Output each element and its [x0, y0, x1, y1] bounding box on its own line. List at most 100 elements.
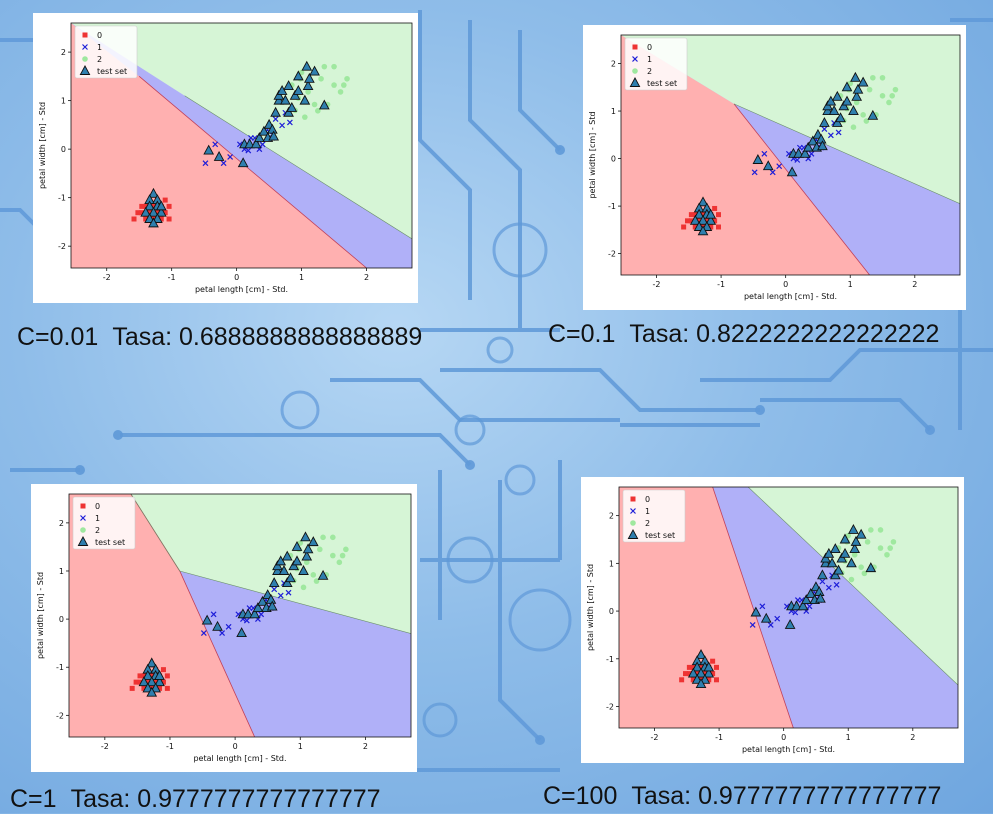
point-class-0: [137, 679, 143, 685]
point-test: [841, 81, 853, 92]
point-test: [288, 560, 300, 571]
point-test: [703, 661, 715, 672]
legend-marker-2: [630, 520, 636, 526]
region-class-0: [619, 487, 794, 728]
x-axis-label: petal length [cm] - Std.: [742, 745, 835, 754]
legend-marker-1: [82, 44, 88, 50]
point-test: [146, 676, 158, 687]
x-tick-label: -1: [717, 280, 725, 289]
legend-box: [622, 489, 686, 543]
point-test: [249, 608, 261, 619]
point-test: [835, 112, 846, 123]
legend-label: 0: [95, 502, 100, 511]
point-class-0: [688, 212, 694, 218]
chart-panel-c01: -2 -1 0 1 2 -2 -1 0 1 2 petal length [cm] - Std. pe…: [583, 25, 966, 310]
y-tick-label: -1: [606, 655, 614, 664]
y-tick-label: 1: [611, 107, 616, 116]
legend-marker-0: [82, 32, 88, 38]
point-class-0: [166, 203, 172, 209]
legend-label: test set: [645, 531, 675, 540]
x-axis-label: petal length [cm] - Std.: [195, 285, 288, 294]
legend: 0 1 2 test set: [624, 37, 688, 91]
point-class-0: [698, 664, 704, 670]
legend: 0 1 2 test set: [72, 496, 136, 550]
point-test: [268, 577, 280, 587]
caption-rate: Tasa: 0.9777777777777777: [631, 782, 942, 810]
point-class-2: [890, 539, 897, 545]
boundary-1-2: [733, 103, 960, 204]
point-test: [703, 667, 715, 678]
point-test: [276, 84, 288, 95]
y-tick-label: 1: [609, 559, 614, 568]
point-test: [695, 678, 707, 689]
point-class-0: [135, 210, 141, 216]
point-class-2: [866, 86, 873, 93]
decision-region-plot-c1: -2 -1 0 1 2 -2 -1 0 1 2 petal length [cm] - Std. pe…: [36, 493, 412, 763]
legend-label: 2: [95, 526, 100, 535]
point-class-0: [712, 205, 718, 211]
point-test: [266, 600, 278, 611]
point-test: [697, 225, 709, 236]
point-class-0: [688, 218, 694, 224]
x-tick-label: -1: [715, 733, 723, 742]
point-test: [144, 200, 155, 211]
point-test: [299, 94, 311, 105]
point-class-0: [160, 667, 166, 673]
point-test: [146, 686, 158, 697]
point-test: [155, 200, 167, 211]
point-test: [839, 533, 851, 544]
point-test: [318, 99, 330, 110]
point-class-0: [157, 685, 163, 691]
x-axis-label: petal length [cm] - Std.: [744, 292, 837, 301]
boundary-0-1: [733, 103, 870, 275]
point-class-1: [819, 578, 826, 585]
point-test: [805, 587, 817, 598]
point-test: [275, 555, 287, 566]
y-tick-label: -1: [608, 202, 616, 211]
point-test: [307, 536, 319, 547]
boundary-1-2: [130, 494, 411, 634]
legend-marker-2: [82, 56, 88, 62]
point-class-2: [303, 559, 310, 566]
point-class-2: [877, 545, 884, 551]
point-class-1: [827, 132, 834, 139]
point-test: [272, 565, 283, 575]
legend-marker-2: [80, 527, 86, 533]
point-class-2: [330, 534, 336, 541]
point-class-0: [686, 664, 692, 670]
point-class-2: [884, 551, 890, 558]
region-class-2: [130, 494, 411, 634]
point-test: [802, 141, 814, 152]
point-class-1: [808, 150, 815, 157]
legend-marker-test: [629, 77, 641, 87]
point-class-1: [806, 603, 813, 610]
y-tick-label: 0: [609, 607, 614, 616]
plot-frame: [618, 486, 959, 729]
point-class-2: [870, 74, 876, 81]
point-test: [831, 116, 843, 127]
x-tick-label: 1: [298, 742, 303, 751]
y-axis-label: petal width [cm] - Std: [36, 572, 45, 659]
point-class-0: [133, 679, 139, 685]
y-axis-label: petal width [cm] - Std: [588, 111, 597, 198]
point-class-1: [759, 603, 766, 610]
point-class-1: [259, 141, 266, 148]
point-class-0: [154, 210, 160, 216]
point-class-0: [704, 218, 710, 224]
legend-label: 0: [645, 495, 650, 504]
point-class-0: [141, 673, 147, 679]
caption-rate: Tasa: 0.8222222222222222: [629, 320, 940, 348]
decision-region-plot-c01: -2 -1 0 1 2 -2 -1 0 1 2 petal length [cm] - Std. pe…: [588, 34, 961, 301]
caption-rate: Tasa: 0.9777777777777777: [70, 785, 381, 813]
legend: 0 1 2 test set: [622, 489, 686, 543]
chart-panel-c001: -2 -1 0 1 2 -2 -1 0 1 2 petal length [cm] - Std. pe…: [33, 13, 418, 303]
y-tick-label: -2: [58, 242, 66, 251]
point-class-2: [330, 552, 336, 559]
point-test: [867, 109, 879, 120]
point-test: [819, 116, 830, 127]
legend-marker-1: [632, 56, 638, 62]
caption-c001: C=0.01 Tasa: 0.6888888888888889: [17, 323, 436, 352]
x-tick-label: -2: [101, 742, 109, 751]
point-class-0: [162, 197, 168, 203]
point-class-0: [716, 224, 722, 230]
